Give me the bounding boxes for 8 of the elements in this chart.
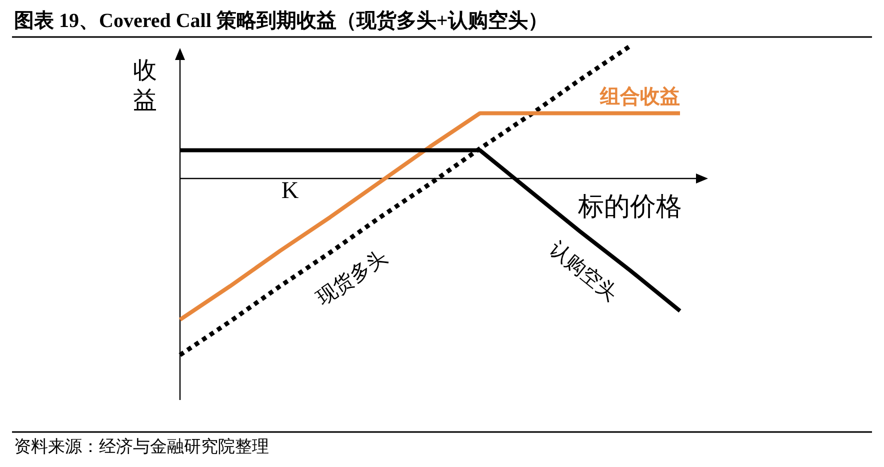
text: 现货多头 (313, 246, 392, 310)
text: 认购空头 (545, 238, 622, 306)
y-axis-title: 收益 (133, 58, 157, 114)
series-label: 组合收益 (599, 86, 680, 108)
chart-title: 图表 19、Covered Call 策略到期收益（现货多头+认购空头） (14, 9, 548, 32)
x-axis-title: 标的价格 (577, 192, 682, 221)
annotation: K (281, 178, 300, 204)
text: 资料来源：经济与金融研究院整理 (14, 437, 269, 456)
